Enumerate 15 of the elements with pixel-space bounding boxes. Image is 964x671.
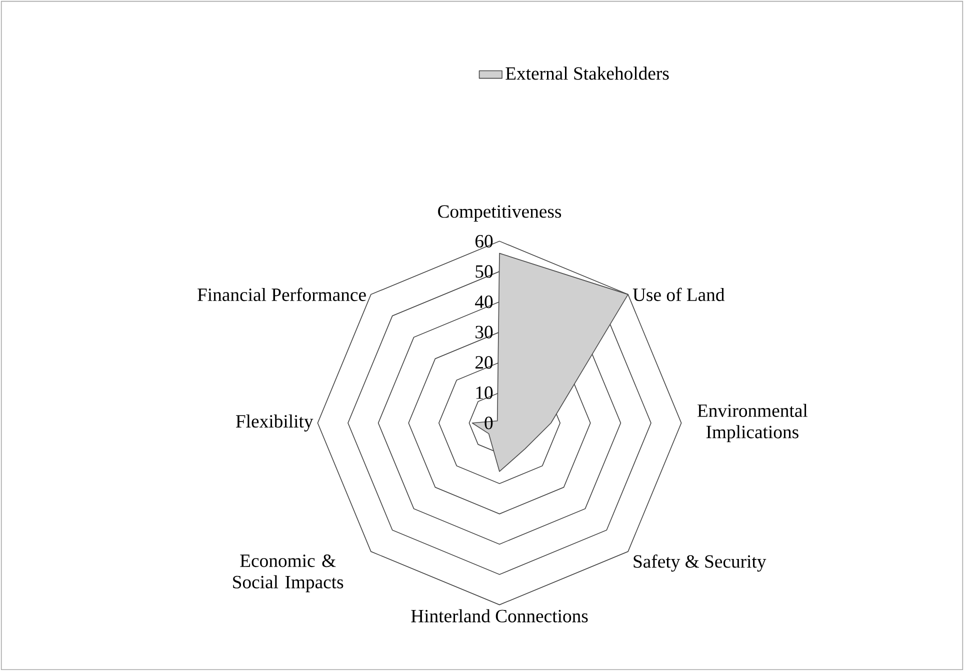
legend-label: External Stakeholders [506,66,669,80]
spoke-label: Hinterland Connections [411,609,588,622]
spoke-label: Use of Land [632,288,725,302]
y-tick-label: 30 [476,326,493,338]
y-tick-label: 40 [475,295,493,308]
spoke-label: Competitiveness [438,205,562,222]
y-tick-label: 60 [475,234,493,248]
y-tick-label: 50 [476,265,493,278]
spoke-label: Flexibility [236,414,314,432]
y-tick-label: 20 [475,356,493,369]
spoke-label: Environmental Implications [697,404,808,442]
spoke-label: Safety & Security [634,554,766,572]
y-tick-label: 10 [476,386,493,399]
spoke-label: Financial Performance [198,288,366,302]
spoke-label: Economic & Social Impacts [233,554,344,592]
